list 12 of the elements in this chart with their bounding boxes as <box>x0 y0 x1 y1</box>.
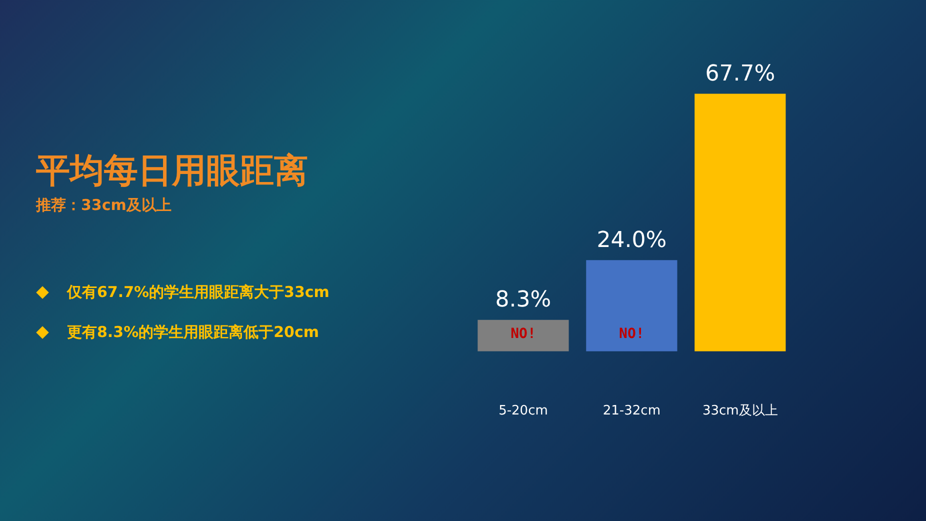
data-label: 8.3% <box>495 288 552 313</box>
annotation: NO! <box>619 326 644 342</box>
x-tick-label: 33cm及以上 <box>702 404 778 419</box>
text: 推荐：33cm及以上 <box>36 196 172 215</box>
x-tick-label: 5-20cm <box>498 404 548 419</box>
text: 平均每日用眼距离 <box>36 150 308 193</box>
annotation: NO! <box>510 326 536 342</box>
data-label: 24.0% <box>596 228 667 253</box>
text: 更有8.3%的学生用眼距离低于20cm <box>67 322 319 342</box>
x-tick-label: 21-32cm <box>602 404 660 419</box>
data-label: 67.7% <box>705 61 776 86</box>
text: 仅有67.7%的学生用眼距离大于33cm <box>67 282 330 302</box>
